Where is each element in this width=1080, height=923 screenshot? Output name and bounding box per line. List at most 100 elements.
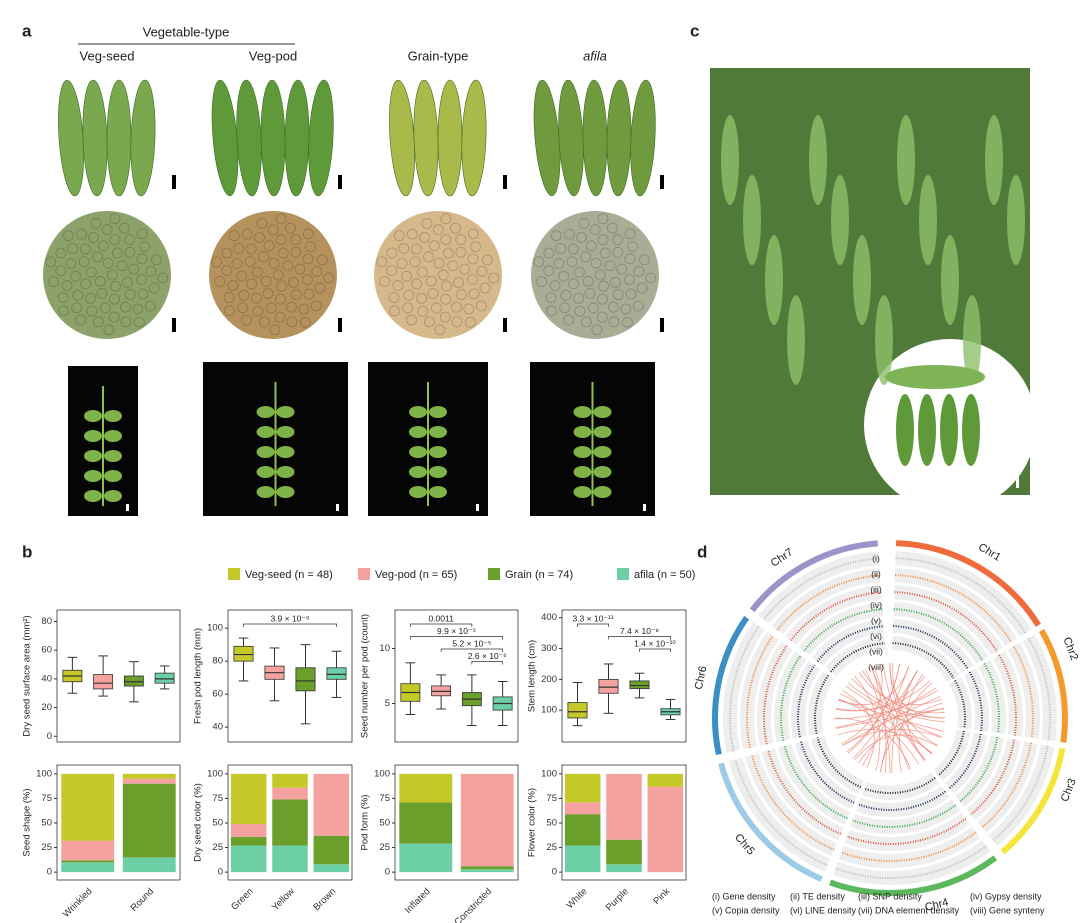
seed: [607, 301, 619, 313]
p-value: 9.9 × 10⁻⁵: [437, 626, 476, 636]
seed: [417, 305, 429, 317]
seed: [120, 316, 132, 328]
track: [832, 840, 991, 885]
box: [123, 675, 144, 687]
seed: [543, 247, 555, 259]
seed: [65, 257, 77, 269]
seed: [624, 253, 636, 265]
seed: [124, 289, 136, 301]
caption: (iv) Gypsy density: [970, 891, 1042, 901]
bar-segment: [313, 864, 350, 873]
synteny-link: [835, 708, 945, 729]
bar-segment: [230, 773, 267, 824]
seed: [555, 242, 567, 254]
y-tick-label: 60: [212, 689, 223, 700]
seed: [55, 247, 67, 259]
seed: [70, 270, 82, 282]
seed: [568, 278, 580, 290]
bar-segment: [61, 773, 115, 841]
p-value: 3.9 × 10⁻⁹: [270, 613, 309, 623]
seed: [157, 272, 169, 284]
y-tick-label: 25: [212, 842, 223, 853]
y-tick-label: 100: [541, 705, 557, 716]
leaf: [409, 426, 427, 438]
seed: [545, 291, 557, 303]
open-pod: [962, 394, 980, 466]
bar-segment: [606, 864, 642, 873]
y-axis-label: Pod form (%): [360, 795, 371, 851]
leaf: [429, 426, 447, 438]
seed: [406, 228, 418, 240]
y-tick-label: 25: [546, 842, 557, 853]
seed: [323, 272, 335, 284]
bar-segment: [460, 866, 514, 870]
seed: [396, 257, 408, 269]
bar-segment: [272, 799, 308, 846]
seed: [224, 305, 236, 317]
x-tick-label: Wrinkled: [61, 886, 95, 920]
leaf: [429, 466, 447, 478]
track-signal: [816, 625, 884, 662]
seed: [258, 316, 270, 328]
seed: [453, 276, 465, 288]
seed: [61, 279, 73, 291]
box: [295, 667, 316, 692]
seed: [118, 222, 130, 234]
bar-segment: [230, 823, 267, 837]
chromosome: [896, 540, 1041, 627]
scale-bar: [338, 175, 342, 189]
seed: [79, 243, 91, 255]
chromosome: [1038, 629, 1068, 743]
y-tick-label: 75: [212, 793, 223, 804]
seed-photo: [374, 211, 502, 339]
column-label: Grain-type: [408, 48, 469, 63]
seed: [86, 305, 98, 317]
synteny-link: [854, 675, 881, 772]
track-signal: [734, 759, 828, 867]
seed: [244, 256, 256, 268]
seed: [440, 293, 452, 305]
pod-photo: [630, 79, 656, 197]
seed: [488, 272, 500, 284]
track-signal: [893, 608, 984, 661]
y-axis-label: Flower color (%): [527, 788, 538, 857]
seed: [596, 311, 608, 323]
seed: [109, 213, 121, 225]
seed: [432, 224, 444, 236]
seed: [221, 265, 233, 277]
leaf: [409, 466, 427, 478]
seed: [237, 302, 249, 314]
seed: [245, 243, 257, 255]
seed: [549, 279, 561, 291]
p-value: 3.3 × 10⁻¹¹: [572, 613, 613, 623]
seed: [286, 316, 298, 328]
seed: [251, 292, 263, 304]
seed: [124, 246, 136, 258]
track-signal: [959, 736, 999, 803]
seed: [533, 256, 545, 268]
legend-label: afila (n = 50): [634, 569, 695, 581]
p-value: 2.6 × 10⁻⁶: [468, 651, 507, 661]
seed: [251, 266, 263, 278]
bracket: [639, 648, 671, 652]
pod-photo: [389, 79, 415, 197]
seed: [466, 274, 478, 286]
seed: [288, 276, 300, 288]
y-tick-label: 10: [379, 643, 390, 654]
seed: [425, 275, 437, 287]
track-signal: [998, 654, 1017, 736]
seed: [241, 228, 253, 240]
pod: [941, 235, 959, 325]
track: [774, 651, 807, 743]
track-signal: [783, 745, 848, 820]
seed: [301, 274, 313, 286]
seed: [92, 251, 104, 263]
synteny-link: [882, 663, 926, 761]
seed: [612, 289, 624, 301]
seed: [246, 278, 258, 290]
seed: [78, 256, 90, 268]
seed: [638, 254, 650, 266]
pod: [897, 115, 915, 205]
leaf: [276, 466, 295, 478]
seed: [455, 234, 467, 246]
